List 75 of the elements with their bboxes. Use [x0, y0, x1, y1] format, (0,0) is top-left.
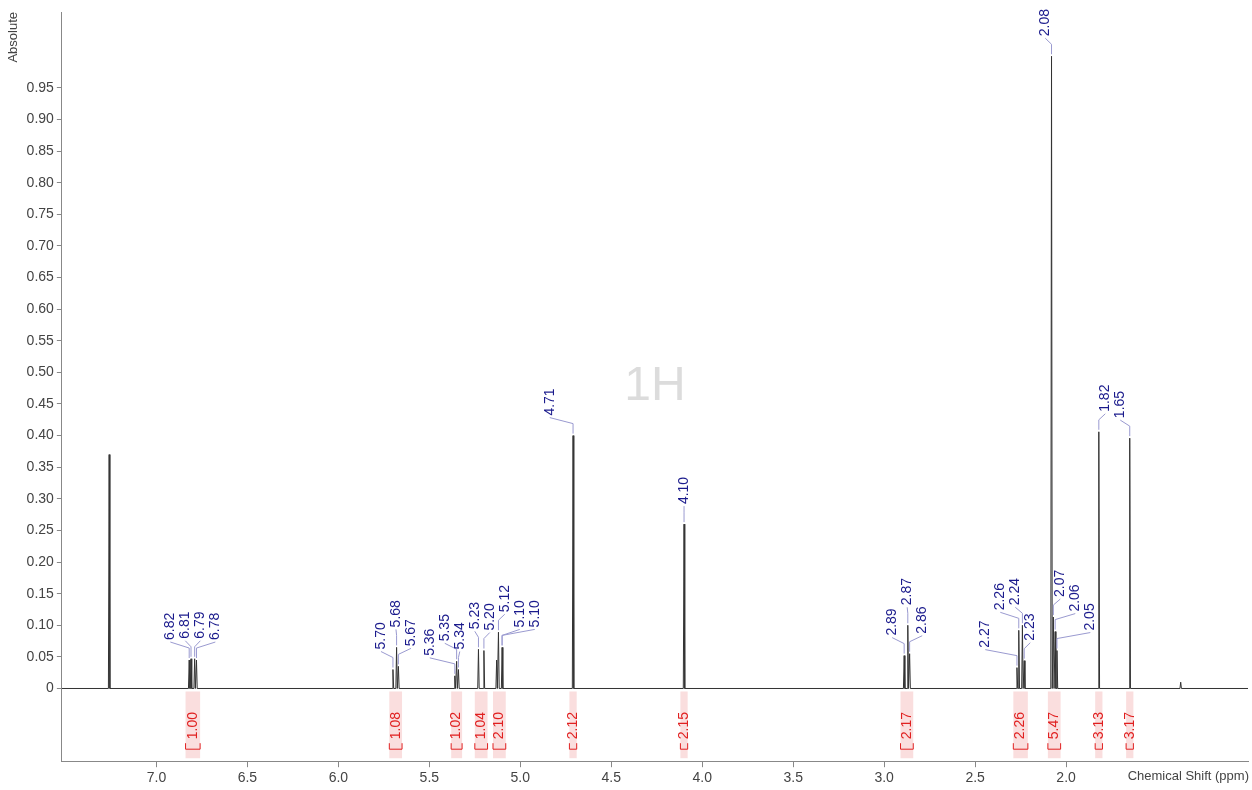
- y-tick-label: 0.95: [26, 78, 55, 95]
- y-tick-label: 0.40: [26, 426, 55, 443]
- annotation: 4.71: [540, 388, 557, 416]
- band-label: 3.13: [1089, 711, 1106, 740]
- y-tick-label: 0.80: [26, 173, 55, 190]
- y-tick-label: 0.10: [26, 616, 55, 633]
- x-tick-label: 2.0: [1056, 769, 1077, 786]
- x-tick-label: 3.0: [874, 769, 895, 786]
- x-axis-title: Chemical Shift (ppm): [1127, 768, 1249, 784]
- annotation: 6.79: [191, 611, 208, 639]
- annotation: 1.82: [1096, 384, 1113, 412]
- annotation: 5.10: [525, 599, 542, 628]
- y-tick-label: 0.30: [26, 489, 55, 506]
- annotation: 2.24: [1006, 577, 1023, 606]
- annotation: 6.82: [161, 612, 178, 641]
- band-label: 1.00: [183, 711, 200, 740]
- x-tick-label: 7.0: [146, 769, 167, 786]
- annotation: 6.78: [206, 612, 223, 641]
- band-label: 2.26: [1011, 711, 1028, 740]
- band-label: 1.04: [472, 711, 489, 740]
- y-tick-label: 0.05: [26, 647, 55, 664]
- annotation: 2.06: [1066, 584, 1083, 612]
- annotation: 5.10: [510, 599, 527, 628]
- x-tick-label: 3.5: [783, 769, 804, 786]
- x-tick-label: 4.0: [692, 769, 713, 786]
- y-tick-label: 0.20: [26, 552, 55, 569]
- y-tick-label: 0.90: [26, 110, 55, 127]
- annotation: 2.89: [883, 608, 900, 636]
- x-tick-label: 6.0: [328, 769, 349, 786]
- annotation: 2.23: [1021, 613, 1038, 641]
- annotation: 5.20: [480, 603, 497, 631]
- annotation: 2.27: [976, 620, 993, 648]
- annotation: 2.07: [1051, 569, 1068, 598]
- annotation: 6.81: [176, 611, 193, 639]
- band-label: 3.17: [1120, 711, 1137, 740]
- y-tick-label: 0.25: [26, 521, 55, 538]
- band-label: 1.08: [386, 711, 403, 740]
- annotation: 5.12: [495, 584, 512, 613]
- annotation: 2.87: [898, 577, 915, 606]
- annotation: 5.36: [420, 628, 437, 656]
- annotation: 2.05: [1081, 603, 1098, 631]
- band-label: 2.10: [490, 711, 507, 740]
- annotation: 5.23: [465, 601, 482, 630]
- annotation: 5.68: [386, 599, 403, 628]
- y-tick-label: 0.15: [26, 584, 55, 601]
- y-axis-title: Absolute: [5, 12, 21, 63]
- annotation: 2.26: [991, 582, 1008, 611]
- annotation: 2.86: [913, 606, 930, 634]
- annotation: 4.10: [674, 476, 691, 505]
- y-tick-label: 0.55: [26, 331, 55, 348]
- annotation: 2.08: [1036, 8, 1053, 37]
- y-tick-label: 0: [46, 679, 55, 696]
- band-label: 2.15: [674, 711, 691, 740]
- x-tick-label: 6.5: [237, 769, 258, 786]
- y-tick-label: 0.75: [26, 205, 55, 222]
- annotation: 5.34: [450, 622, 467, 650]
- y-tick-label: 0.65: [26, 268, 55, 285]
- y-tick-label: 0.70: [26, 236, 55, 253]
- x-tick-label: 2.5: [965, 769, 986, 786]
- y-tick-label: 0.85: [26, 141, 55, 158]
- x-tick-label: 4.5: [601, 769, 622, 786]
- annotation: 5.67: [401, 618, 418, 647]
- y-tick-label: 0.60: [26, 300, 55, 317]
- band-label: 1.02: [447, 711, 464, 740]
- annotation: 5.70: [371, 622, 388, 650]
- y-tick-label: 0.45: [26, 394, 55, 411]
- band-label: 2.17: [897, 711, 914, 740]
- band-label: 2.12: [563, 711, 580, 740]
- y-tick-label: 0.35: [26, 458, 55, 475]
- annotation: 5.35: [435, 613, 452, 642]
- annotation: 1.65: [1111, 390, 1128, 419]
- x-tick-label: 5.0: [510, 769, 531, 786]
- band-label: 5.47: [1045, 711, 1062, 740]
- x-tick-label: 5.5: [419, 769, 440, 786]
- y-tick-label: 0.50: [26, 363, 55, 380]
